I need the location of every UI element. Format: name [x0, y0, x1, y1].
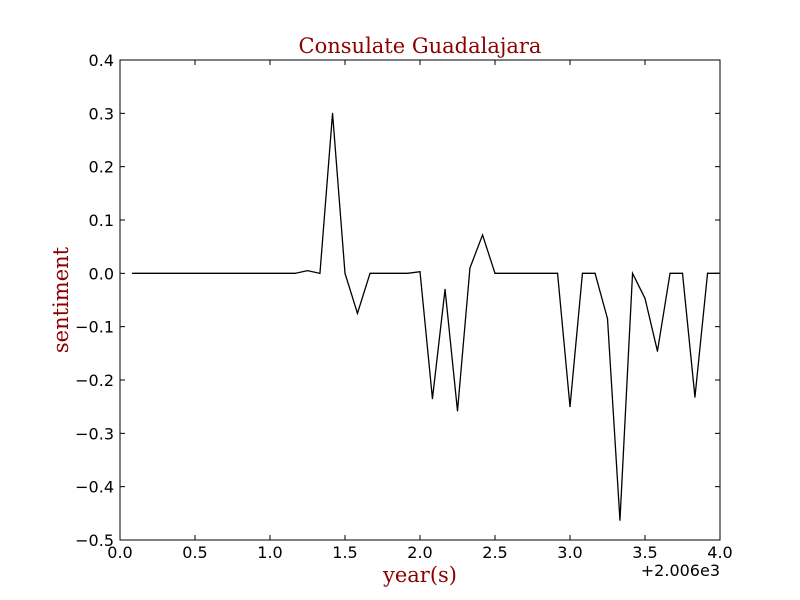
- data-point: [544, 272, 546, 274]
- data-point: [381, 272, 384, 274]
- y-tick-label: 0.3: [89, 104, 114, 123]
- plot-frame: [119, 59, 721, 541]
- data-point: [506, 272, 509, 274]
- x-tick-label: 3.0: [557, 543, 582, 562]
- data-point: [644, 297, 646, 299]
- plot-area: [119, 59, 721, 541]
- data-point: [194, 272, 196, 274]
- x-tick-labels: 0.0 0.5 1.0 1.5 2.0 2.5 3.0 3.5 4.0: [107, 543, 732, 562]
- ticks-group: [119, 59, 721, 541]
- data-point: [319, 272, 321, 274]
- data-point: [694, 396, 696, 398]
- data-point: [656, 350, 659, 352]
- data-point: [369, 272, 371, 274]
- data-point: [681, 272, 684, 274]
- data-point: [431, 398, 434, 400]
- data-point: [394, 272, 396, 274]
- data-point: [469, 267, 471, 269]
- y-tick-label: −0.4: [75, 478, 114, 497]
- data-point: [706, 272, 709, 274]
- data-point: [169, 272, 171, 274]
- data-point: [131, 272, 134, 274]
- data-point: [244, 272, 246, 274]
- x-tick-label: 4.0: [707, 543, 732, 562]
- data-point: [519, 272, 521, 274]
- series-line: [132, 113, 720, 521]
- data-point: [531, 272, 534, 274]
- data-point: [631, 272, 634, 274]
- data-point: [181, 272, 184, 274]
- y-axis-title: sentiment: [49, 246, 73, 353]
- y-tick-label: −0.2: [75, 371, 114, 390]
- x-tick-label: 0.5: [182, 543, 207, 562]
- data-point: [494, 272, 496, 274]
- data-point: [669, 272, 671, 274]
- data-point: [619, 519, 621, 521]
- data-point: [406, 272, 409, 274]
- data-point: [569, 406, 571, 408]
- data-point: [256, 272, 259, 274]
- data-point: [269, 272, 271, 274]
- data-point: [281, 272, 284, 274]
- data-point: [356, 312, 359, 314]
- data-point: [144, 272, 146, 274]
- y-tick-label: −0.5: [75, 531, 114, 550]
- data-point: [294, 272, 296, 274]
- data-point: [606, 318, 609, 320]
- data-point: [344, 272, 346, 274]
- chart-title: Consulate Guadalajara: [299, 34, 542, 58]
- y-tick-label: 0.4: [89, 51, 114, 70]
- data-point: [444, 288, 446, 290]
- data-point: [556, 272, 559, 274]
- y-tick-label: 0.2: [89, 158, 114, 177]
- series-group: [131, 112, 721, 521]
- data-point: [419, 271, 421, 273]
- data-point: [456, 410, 459, 412]
- x-tick-label: 0.0: [107, 543, 132, 562]
- x-tick-label: 1.5: [332, 543, 357, 562]
- y-tick-label: −0.3: [75, 424, 114, 443]
- data-point: [231, 272, 234, 274]
- data-point: [331, 112, 334, 114]
- x-tick-label: 2.5: [482, 543, 507, 562]
- data-point: [306, 270, 309, 272]
- data-point: [219, 272, 221, 274]
- x-tick-label: 2.0: [407, 543, 432, 562]
- data-point: [581, 272, 584, 274]
- x-tick-label: 3.5: [632, 543, 657, 562]
- data-point: [594, 272, 596, 274]
- y-tick-labels: −0.5 −0.4 −0.3 −0.2 −0.1 0.0 0.1 0.2 0.3 0.4: [75, 51, 114, 550]
- y-tick-label: 0.1: [89, 211, 114, 230]
- data-point: [206, 272, 209, 274]
- data-point: [156, 272, 159, 274]
- data-point: [481, 234, 484, 236]
- x-tick-label: 1.0: [257, 543, 282, 562]
- x-offset-label: +2.006e3: [641, 561, 720, 580]
- y-tick-label: −0.1: [75, 318, 114, 337]
- x-axis-title: year(s): [382, 563, 457, 587]
- y-tick-label: 0.0: [89, 264, 114, 283]
